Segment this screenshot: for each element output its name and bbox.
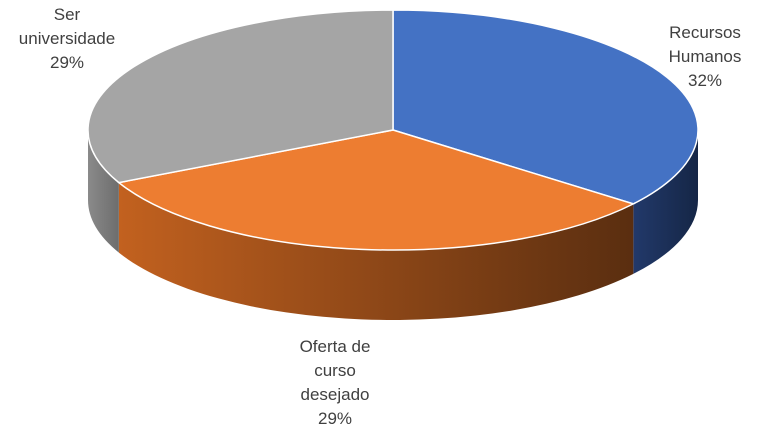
pie-slice <box>392 9 699 205</box>
data-label-name: Oferta de curso desejado <box>300 337 371 404</box>
data-label-value: 32% <box>688 71 722 90</box>
pie-slice <box>117 129 636 251</box>
data-label-name: Ser universidade <box>19 5 115 48</box>
data-label-value: 29% <box>50 53 84 72</box>
pie-slice-side <box>88 130 119 253</box>
data-label-name: Recursos Humanos <box>669 23 742 66</box>
data-label-value: 29% <box>318 409 352 428</box>
pie-slice <box>87 9 394 184</box>
pie-slice-side <box>633 130 698 274</box>
pie-slice-side <box>118 182 634 320</box>
